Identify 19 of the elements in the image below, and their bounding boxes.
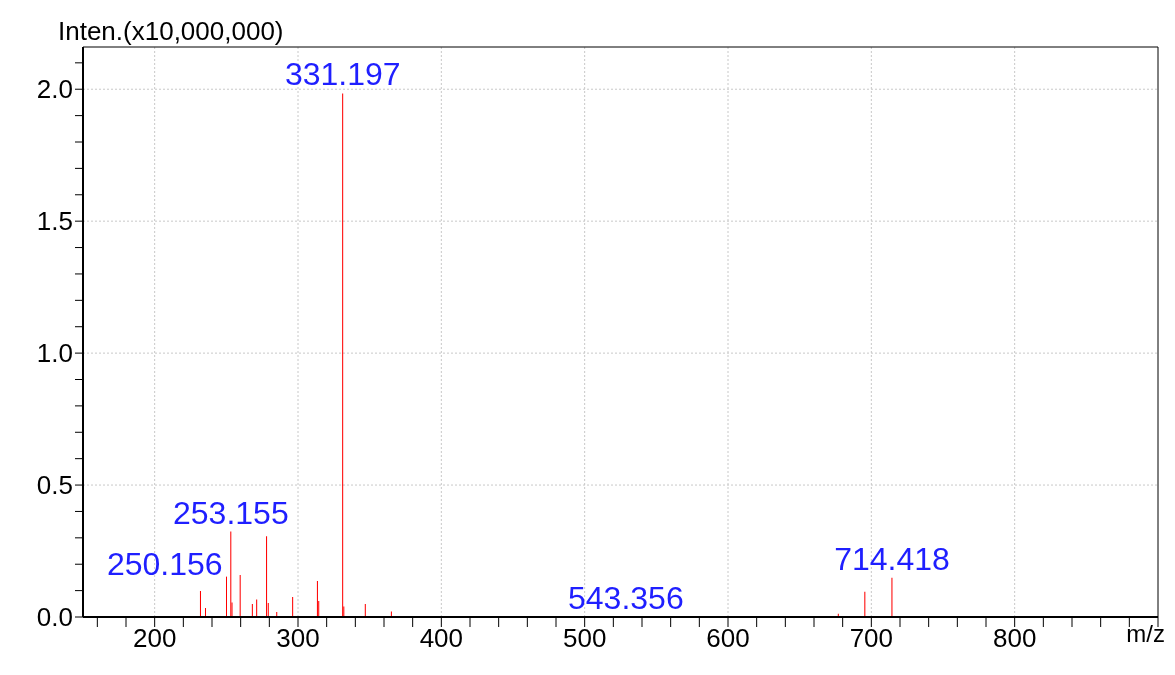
annotation: 331.197: [284, 56, 401, 93]
y-tick-label: 1.5: [36, 206, 73, 237]
x-axis-title: m/z: [1126, 620, 1165, 648]
y-tick-label: 2.0: [36, 74, 73, 105]
x-tick-label: 800: [992, 623, 1037, 654]
x-tick-label: 700: [849, 623, 894, 654]
x-tick-label: 200: [132, 623, 177, 654]
annotation: 253.155: [173, 494, 289, 531]
annotation: 250.156: [106, 545, 223, 582]
annotation: 543.356: [568, 580, 684, 617]
x-tick-label: 300: [276, 623, 320, 654]
y-tick-label: 0.0: [36, 602, 73, 633]
x-tick-label: 600: [706, 623, 750, 654]
y-axis-title: Inten.(x10,000,000): [58, 16, 284, 47]
y-tick-label: 1.0: [36, 338, 73, 369]
annotation: 714.418: [834, 540, 950, 577]
y-tick-label: 0.5: [36, 470, 73, 501]
x-tick-label: 500: [562, 623, 607, 654]
x-tick-label: 400: [419, 623, 464, 654]
